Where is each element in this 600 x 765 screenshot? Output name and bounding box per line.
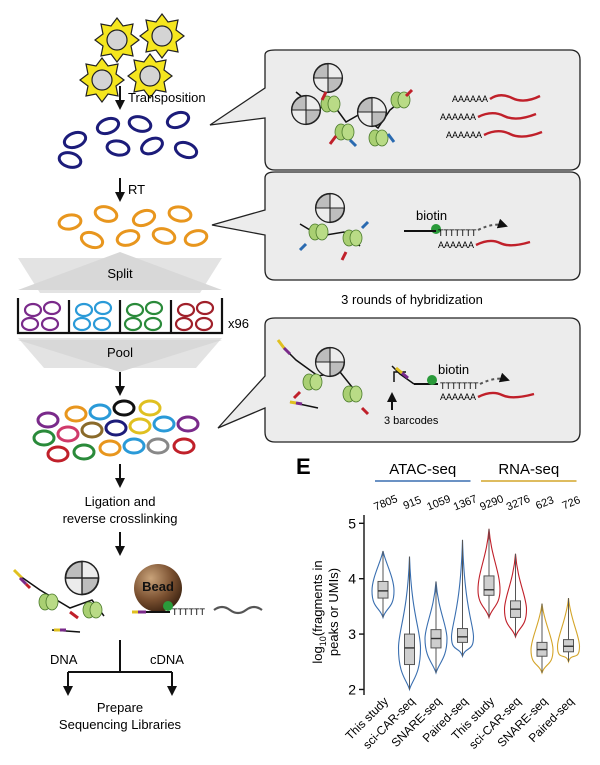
y-tick-label: 3 — [348, 626, 356, 642]
count-label: 3276 — [505, 493, 532, 513]
count-label: 726 — [561, 494, 583, 512]
label-barcodes: 3 barcodes — [384, 415, 439, 427]
cell-icon — [94, 17, 140, 63]
count-label: 623 — [534, 494, 556, 512]
panel-label: E — [296, 454, 311, 479]
nuclei-blue — [57, 110, 199, 169]
label-split: Split — [107, 266, 133, 281]
label-polyt-2: TTTTTTT — [440, 381, 479, 391]
label-transposition: Transposition — [128, 90, 206, 105]
group-label: ATAC-seq — [389, 461, 456, 478]
label-biotin-1: biotin — [416, 208, 447, 223]
ylabel-line2: peaks or UMIs) — [326, 568, 341, 656]
label-cdna: cDNA — [150, 652, 184, 667]
label-ligation-1: Ligation and — [85, 494, 156, 509]
label-bead: Bead — [142, 579, 174, 594]
label-polyt-1: TTTTTTT — [438, 228, 477, 238]
count-label: 9290 — [478, 493, 505, 513]
callout-transposition: AAAAAA AAAAAA AAAAAA — [209, 49, 581, 171]
violin-box — [404, 633, 415, 666]
library-branch: DNA cDNA Prepare Sequencing Libraries — [50, 640, 184, 732]
violin-shape — [371, 550, 395, 620]
cell-icon — [127, 53, 173, 99]
nuclei-barcoded — [32, 399, 200, 463]
label-rt: RT — [128, 182, 145, 197]
ylabel-prefix: log — [310, 646, 325, 663]
plate: x96 — [16, 298, 249, 335]
cell-icon — [139, 13, 185, 59]
y-axis: 2 3 4 5 — [348, 515, 365, 697]
y-tick-label: 5 — [348, 515, 356, 531]
y-tick-label: 4 — [348, 571, 356, 587]
callout-rt: biotin TTTTTTT AAAAAA — [211, 171, 581, 281]
ylabel-sub: 10 — [318, 636, 328, 646]
workflow-column: Transposition RT — [12, 13, 263, 732]
count-label: 915 — [402, 494, 424, 512]
label-biotin-2: biotin — [438, 362, 469, 377]
violin-shape — [477, 528, 501, 620]
split-funnel: Split — [18, 252, 222, 293]
label-hybridization: 3 rounds of hybridization — [341, 292, 483, 307]
ylabel-rest: (fragments in — [310, 560, 325, 636]
violin-box — [483, 575, 495, 596]
label-prepare-1: Prepare — [97, 700, 143, 715]
svg-text:log10(fragments in: log10(fragments in — [310, 560, 328, 663]
label-polya-2: AAAAAA — [440, 112, 476, 122]
group-label: RNA-seq — [498, 461, 559, 478]
cells-group — [79, 13, 185, 103]
label-plate-count: x96 — [228, 316, 249, 331]
label-prepare-2: Sequencing Libraries — [59, 717, 182, 732]
nuclei-orange — [57, 205, 209, 250]
label-polya-3: AAAAAA — [446, 130, 482, 140]
cell-icon — [79, 57, 125, 103]
x-tick-labels: This studysci-CAR-seqSNARE-seqPaired-seq… — [343, 694, 577, 752]
label-polya-1: AAAAAA — [452, 94, 488, 104]
count-label: 1059 — [425, 493, 452, 513]
label-dna: DNA — [50, 652, 78, 667]
count-label: 1367 — [452, 493, 479, 513]
bead-icon: Bead TTTTTT — [132, 564, 263, 617]
violins — [371, 528, 581, 692]
label-bead-polyt: TTTTTT — [172, 607, 205, 617]
count-label: 7805 — [372, 493, 399, 513]
dna-complex-icon — [12, 560, 105, 633]
violin-chart: E ATAC-seq RNA-seq 7805 915 1059 1367 9290 327… — [296, 454, 582, 752]
label-pool: Pool — [107, 345, 133, 360]
violin-shape — [450, 539, 475, 659]
violin-box — [457, 628, 468, 643]
group-headers: ATAC-seq RNA-seq — [375, 461, 577, 482]
label-polya-4: AAAAAA — [438, 240, 474, 250]
y-tick-label: 2 — [348, 681, 356, 697]
count-labels: 7805 915 1059 1367 9290 3276 623 726 — [372, 493, 582, 513]
pool-funnel: Pool — [18, 338, 222, 372]
y-axis-title: log10(fragments in peaks or UMIs) — [310, 560, 341, 663]
violin-box — [377, 580, 389, 599]
label-polya-5: AAAAAA — [440, 392, 476, 402]
label-ligation-2: reverse crosslinking — [63, 511, 178, 526]
callout-hybridization: biotin TTTTTTT AAAAAA 3 barcodes — [217, 317, 581, 443]
violin-shape — [397, 556, 422, 692]
